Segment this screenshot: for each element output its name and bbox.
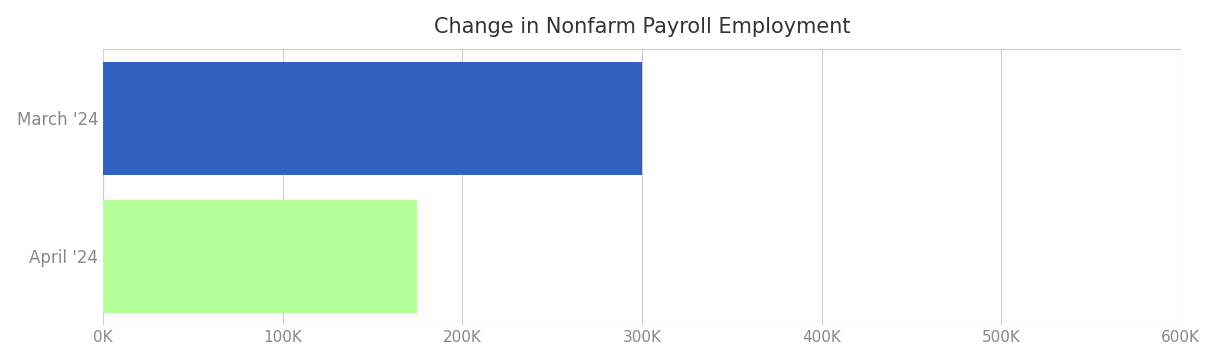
Bar bbox=[103, 200, 417, 313]
Bar bbox=[103, 62, 643, 175]
Title: Change in Nonfarm Payroll Employment: Change in Nonfarm Payroll Employment bbox=[433, 17, 851, 37]
